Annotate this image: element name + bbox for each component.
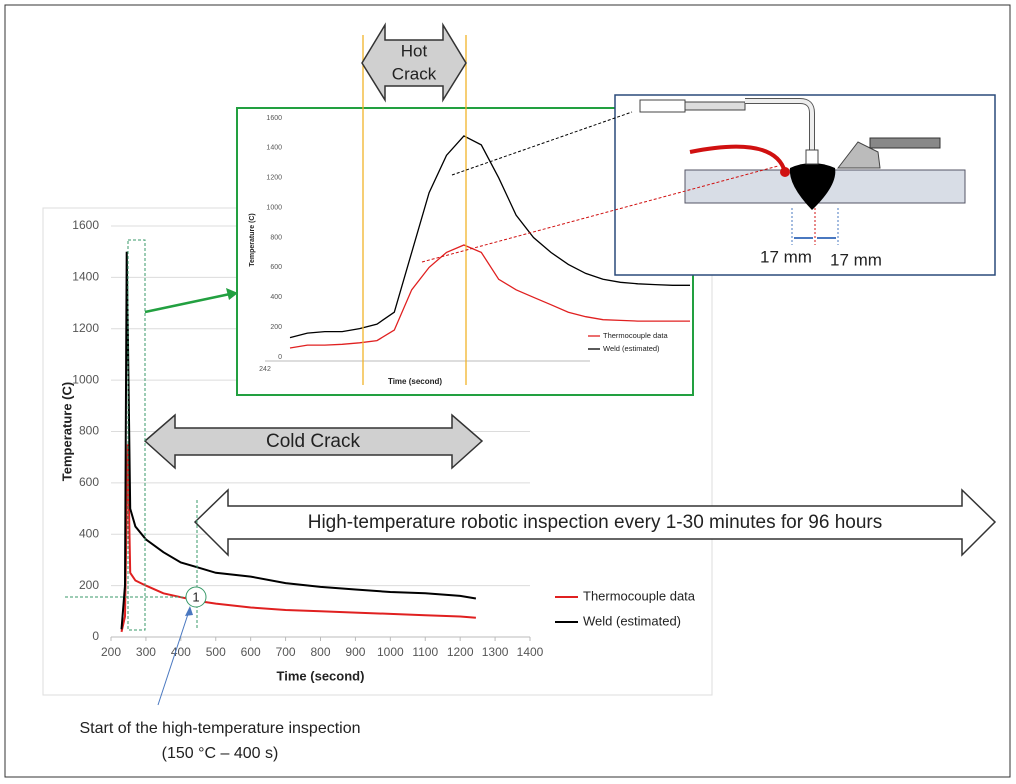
sensor-cable xyxy=(870,138,940,148)
y-tick-label: 1200 xyxy=(72,321,99,335)
y-tick-label: 0 xyxy=(278,354,282,361)
probe xyxy=(640,100,685,112)
x-tick-label: 1100 xyxy=(412,645,438,659)
start-label: Start of the high-temperature inspection xyxy=(79,720,360,737)
cold-crack-label: Cold Crack xyxy=(266,431,360,452)
x-tick-label: 200 xyxy=(101,645,121,659)
probe-tip xyxy=(806,150,818,164)
legend-label: Thermocouple data xyxy=(583,588,696,603)
y-tick-label: 600 xyxy=(270,264,282,271)
x-axis-title: Time (second) xyxy=(277,668,365,683)
y-tick-label: 1600 xyxy=(72,218,99,232)
dimension-label: 17 mm xyxy=(830,250,882,269)
y-tick-label: 1000 xyxy=(72,372,99,386)
x-tick-label: 600 xyxy=(241,645,261,659)
legend-label: Weld (estimated) xyxy=(603,344,660,353)
thermocouple-tip xyxy=(780,167,790,177)
x-tick-label: 800 xyxy=(310,645,330,659)
x-tick-label: 900 xyxy=(345,645,365,659)
x-tick-label: 1000 xyxy=(377,645,404,659)
start-label: (150 °C – 400 s) xyxy=(162,745,279,762)
dimension-label: 17 mm xyxy=(760,247,812,266)
figure: 0200400600800100012001400160020030040050… xyxy=(0,0,1016,784)
y-tick-label: 0 xyxy=(92,629,99,643)
y-tick-label: 200 xyxy=(79,578,99,592)
y-axis-title: Temperature (C) xyxy=(249,213,256,267)
y-tick-label: 1000 xyxy=(266,204,282,211)
legend-label: Weld (estimated) xyxy=(583,613,681,628)
y-tick-label: 200 xyxy=(270,324,282,331)
hot-crack-label: Hot xyxy=(401,41,428,60)
marker-label: 1 xyxy=(192,589,199,604)
y-tick-label: 400 xyxy=(79,526,99,540)
y-tick-label: 1400 xyxy=(72,270,99,284)
y-tick-label: 400 xyxy=(270,294,282,301)
x-axis-title: Time (second) xyxy=(388,377,442,386)
hot-crack-arrow xyxy=(362,25,466,100)
y-tick-label: 800 xyxy=(79,424,99,438)
x-tick-label: 1400 xyxy=(517,645,544,659)
x-tick-label: 300 xyxy=(136,645,156,659)
x-tick-label: 500 xyxy=(206,645,226,659)
hot-crack-label: Crack xyxy=(392,64,437,83)
x-tick-label: 242 xyxy=(259,366,271,373)
y-tick-label: 1200 xyxy=(266,175,282,182)
x-tick-label: 1200 xyxy=(447,645,474,659)
y-tick-label: 600 xyxy=(79,475,99,489)
y-axis-title: Temperature (C) xyxy=(59,382,74,481)
legend-label: Thermocouple data xyxy=(603,331,668,340)
x-tick-label: 700 xyxy=(276,645,296,659)
y-tick-label: 1600 xyxy=(266,115,282,122)
probe xyxy=(685,102,745,110)
y-tick-label: 800 xyxy=(270,234,282,241)
y-tick-label: 1400 xyxy=(266,145,282,152)
inspection-label: High-temperature robotic inspection ever… xyxy=(308,512,883,533)
x-tick-label: 1300 xyxy=(482,645,509,659)
